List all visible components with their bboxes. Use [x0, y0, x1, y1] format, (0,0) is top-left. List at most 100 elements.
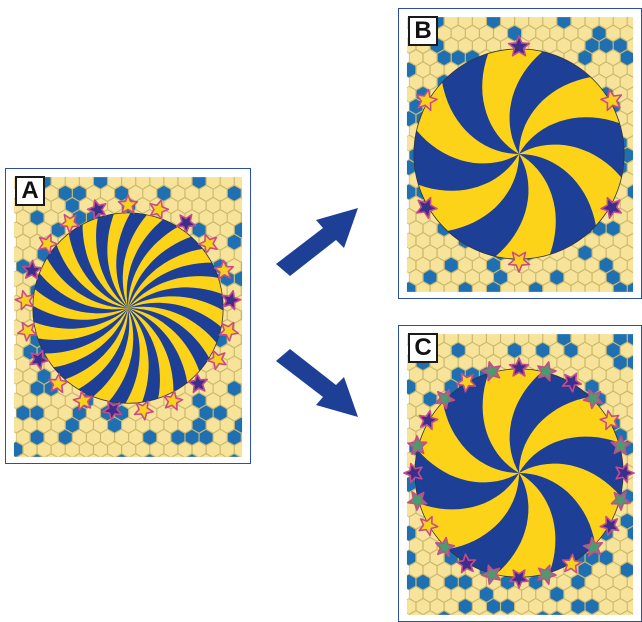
hex-tile — [613, 598, 628, 615]
hex-tile — [198, 185, 214, 202]
hex-tile — [570, 281, 586, 292]
hex-tile — [191, 392, 207, 409]
pinwheel — [32, 212, 224, 404]
hex-tile — [13, 246, 24, 263]
hex-tile — [234, 368, 243, 385]
hex-tile — [415, 549, 431, 566]
star-yellow — [600, 88, 623, 112]
hex-tile — [408, 220, 424, 237]
hex-tile — [186, 453, 198, 457]
hex-tile — [191, 441, 207, 457]
hex-tile — [635, 464, 641, 480]
hex-tile — [234, 416, 243, 434]
pinwheel-blade — [128, 262, 219, 309]
hex-tile — [466, 294, 480, 298]
hex-tile — [620, 586, 634, 603]
hex-tile — [227, 429, 242, 446]
hex-tile — [627, 37, 634, 54]
hex-tile — [577, 586, 593, 603]
pinwheel-blade — [447, 153, 529, 257]
hex-tile — [177, 441, 193, 457]
star-yellow — [197, 233, 218, 255]
hex-tile — [142, 185, 157, 202]
hex-tile — [107, 177, 122, 190]
hex-tile — [472, 598, 487, 615]
hex-tile — [577, 561, 593, 579]
hex-tile — [635, 147, 641, 163]
hex-tile — [72, 429, 87, 446]
hex-tile — [429, 281, 445, 292]
hex-tile — [627, 159, 634, 176]
hex-tile — [142, 429, 157, 446]
hex-tile — [465, 610, 480, 615]
star-yellow — [38, 233, 59, 255]
hex-tile — [578, 294, 592, 298]
hex-tile — [115, 453, 128, 457]
hex-tile — [584, 354, 600, 371]
hex-tile — [598, 232, 614, 249]
panel-a-label: A — [15, 176, 45, 206]
hex-tile — [635, 367, 641, 383]
hex-tile — [472, 334, 487, 347]
hex-tile — [234, 392, 243, 409]
hex-tile — [227, 404, 242, 422]
hex-tile — [591, 244, 607, 262]
hex-tile — [472, 256, 487, 274]
hex-tile — [172, 453, 184, 457]
hex-tile — [241, 383, 243, 394]
hex-tile — [584, 37, 600, 54]
arrow-a-to-b-shape — [276, 208, 358, 276]
hex-tile — [620, 366, 634, 383]
pinwheel-blade — [34, 273, 128, 314]
hex-tile — [198, 429, 214, 446]
pinwheel-blade — [414, 449, 520, 510]
star-yellow — [59, 213, 80, 234]
hex-tile — [635, 294, 641, 298]
hex-tile — [613, 354, 628, 371]
hex-tile — [79, 177, 94, 190]
pinwheel-blade — [519, 436, 624, 497]
hex-tile — [458, 37, 473, 54]
hex-tile — [507, 610, 522, 615]
hex-tile — [627, 86, 634, 102]
star-purple — [600, 196, 623, 220]
hex-tile — [479, 610, 494, 615]
star-purple — [415, 196, 438, 220]
star-green — [582, 388, 604, 410]
hex-tile — [121, 441, 136, 457]
hex-tile — [627, 354, 634, 371]
hex-tile — [598, 354, 614, 371]
hex-tile — [29, 209, 45, 226]
hex-tile — [406, 110, 417, 127]
hex-tile — [606, 390, 621, 408]
hex-tile — [241, 359, 243, 369]
hex-tile — [15, 355, 31, 373]
hex-tile — [213, 380, 228, 397]
hex-tile — [107, 416, 122, 434]
hex-tile — [570, 37, 586, 54]
hex-tile — [556, 334, 572, 347]
hex-tile — [422, 73, 438, 91]
hex-tile — [500, 334, 515, 347]
hex-tile — [507, 269, 522, 286]
hex-tile — [479, 342, 494, 359]
hex-tile — [458, 354, 473, 371]
hex-tile — [493, 25, 508, 42]
hex-tile — [620, 512, 634, 530]
star-purple — [86, 199, 107, 220]
pinwheel-blade — [116, 212, 148, 309]
hex-tile — [465, 25, 480, 42]
hex-tile — [406, 281, 417, 292]
hex-tile — [620, 98, 634, 115]
hex-tile — [577, 49, 593, 66]
hex-tile — [549, 25, 564, 42]
hex-tile — [422, 390, 438, 408]
pinwheel-blade — [442, 373, 520, 474]
hex-tile — [508, 294, 522, 298]
hex-tile — [620, 537, 634, 554]
hex-tile — [444, 256, 459, 274]
hex-tile — [444, 598, 459, 615]
hex-tile — [606, 244, 621, 262]
hex-tile — [29, 429, 45, 446]
hex-tile — [556, 256, 572, 274]
